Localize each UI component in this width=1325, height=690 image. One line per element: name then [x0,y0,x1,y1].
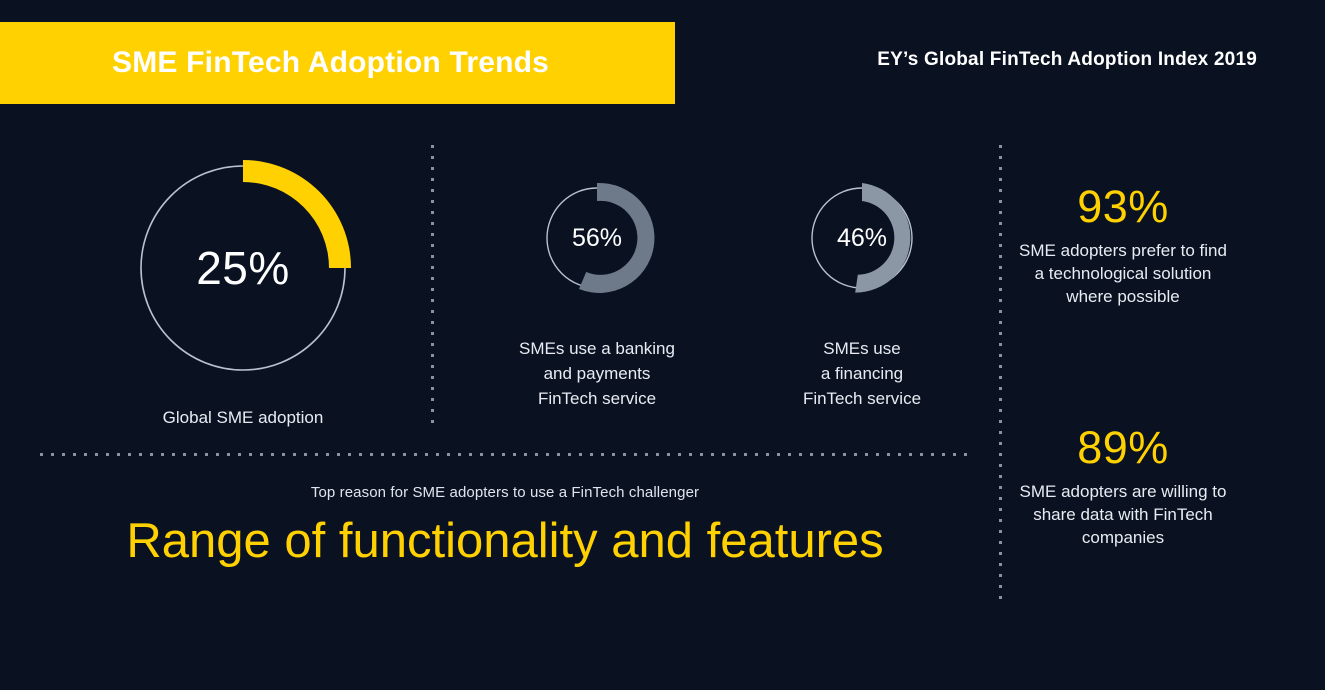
caption-line: SMEs use a banking [519,339,675,358]
horizontal-divider [40,453,970,456]
vertical-divider-right [999,145,1002,607]
stat-block-89: 89% SME adopters are willing to share da… [1014,422,1232,549]
caption-line: a financing [820,364,904,383]
donut-financing-svg [811,183,913,293]
donut-banking-svg [546,182,655,293]
donut-value-global: 25% [196,242,290,294]
vertical-divider-left [431,145,434,428]
page-title: SME FinTech Adoption Trends [112,46,550,79]
stat-description: SME adopters prefer to find a technologi… [1019,241,1227,306]
caption-line: FinTech service [802,389,922,408]
donut-global-svg [140,160,351,371]
caption-line: SMEs use [823,339,901,358]
bottom-headline: Range of functionality and features [126,514,884,568]
source-label: EY’s Global FinTech Adoption Index 2019 [877,49,1257,70]
donut-chart-banking-payments: 56% [540,181,655,295]
caption-line: FinTech service [537,389,657,408]
donut-caption-financing: SMEs use a financing FinTech service [742,336,982,411]
donut-chart-global-adoption: 25% [130,155,356,381]
donut-arc-46 [855,183,911,293]
bottom-kicker: Top reason for SME adopters to use a Fin… [310,484,700,501]
donut-arc-56 [579,182,655,293]
title-banner: SME FinTech Adoption Trends [0,22,675,104]
stat-block-93: 93% SME adopters prefer to find a techno… [1014,181,1232,308]
stat-description: SME adopters are willing to share data w… [1019,482,1227,547]
donut-chart-financing: 46% [805,181,919,295]
stat-value: 93% [1077,181,1169,232]
bottom-highlight-section: Top reason for SME adopters to use a Fin… [40,484,970,569]
donut-caption-global: Global SME adoption [162,408,324,427]
stat-value: 89% [1077,422,1169,473]
donut-value-banking: 56% [571,223,623,252]
donut-value-financing: 46% [836,223,888,252]
donut-arc-25 [243,160,351,268]
donut-caption-banking: SMEs use a banking and payments FinTech … [477,336,717,411]
caption-line: and payments [543,364,651,383]
